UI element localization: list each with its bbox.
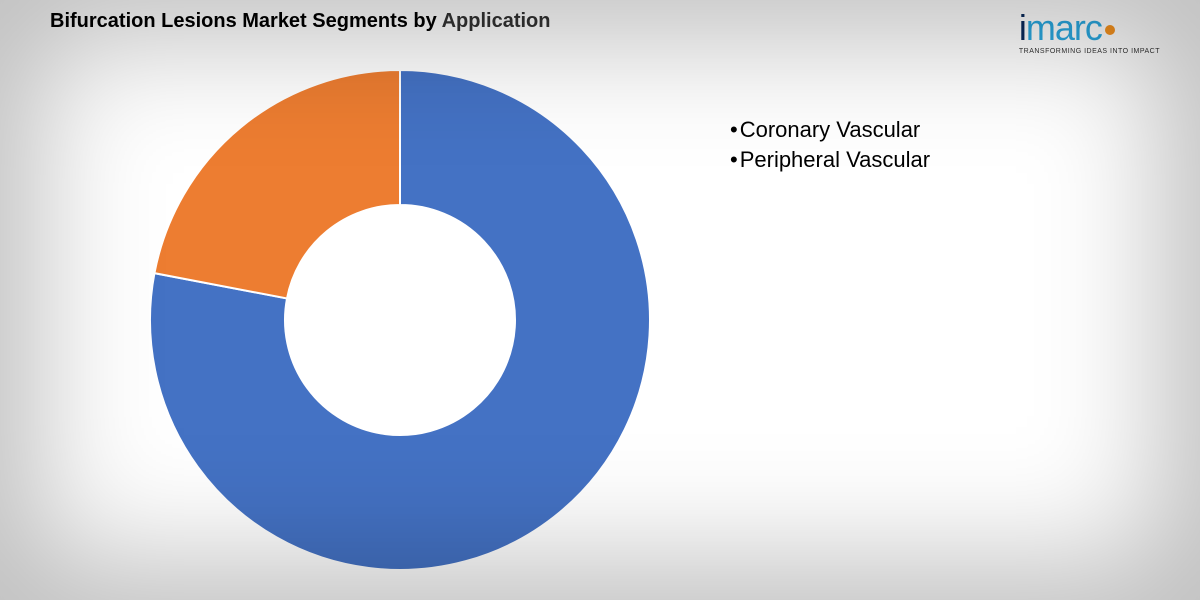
logo-marc: marc [1026,7,1102,48]
legend-label: Coronary Vascular [740,117,921,142]
chart-legend: •Coronary Vascular •Peripheral Vascular [730,115,930,174]
brand-tagline: TRANSFORMING IDEAS INTO IMPACT [1019,48,1160,55]
legend-item-coronary: •Coronary Vascular [730,115,930,145]
chart-title: Bifurcation Lesions Market Segments by A… [50,10,550,33]
legend-item-peripheral: •Peripheral Vascular [730,145,930,175]
donut-slice [154,70,400,298]
brand-logo: imarc TRANSFORMING IDEAS INTO IMPACT [1019,10,1160,55]
title-highlight: Application [442,10,551,32]
donut-svg [140,60,660,580]
bullet-icon: • [730,117,738,142]
legend-label: Peripheral Vascular [740,147,930,172]
bullet-icon: • [730,147,738,172]
logo-dot-icon [1105,25,1115,35]
donut-chart [140,60,660,580]
logo-i: i [1019,7,1026,48]
title-prefix: Bifurcation Lesions Market Segments by [50,10,442,32]
brand-logo-text: imarc [1019,10,1160,46]
